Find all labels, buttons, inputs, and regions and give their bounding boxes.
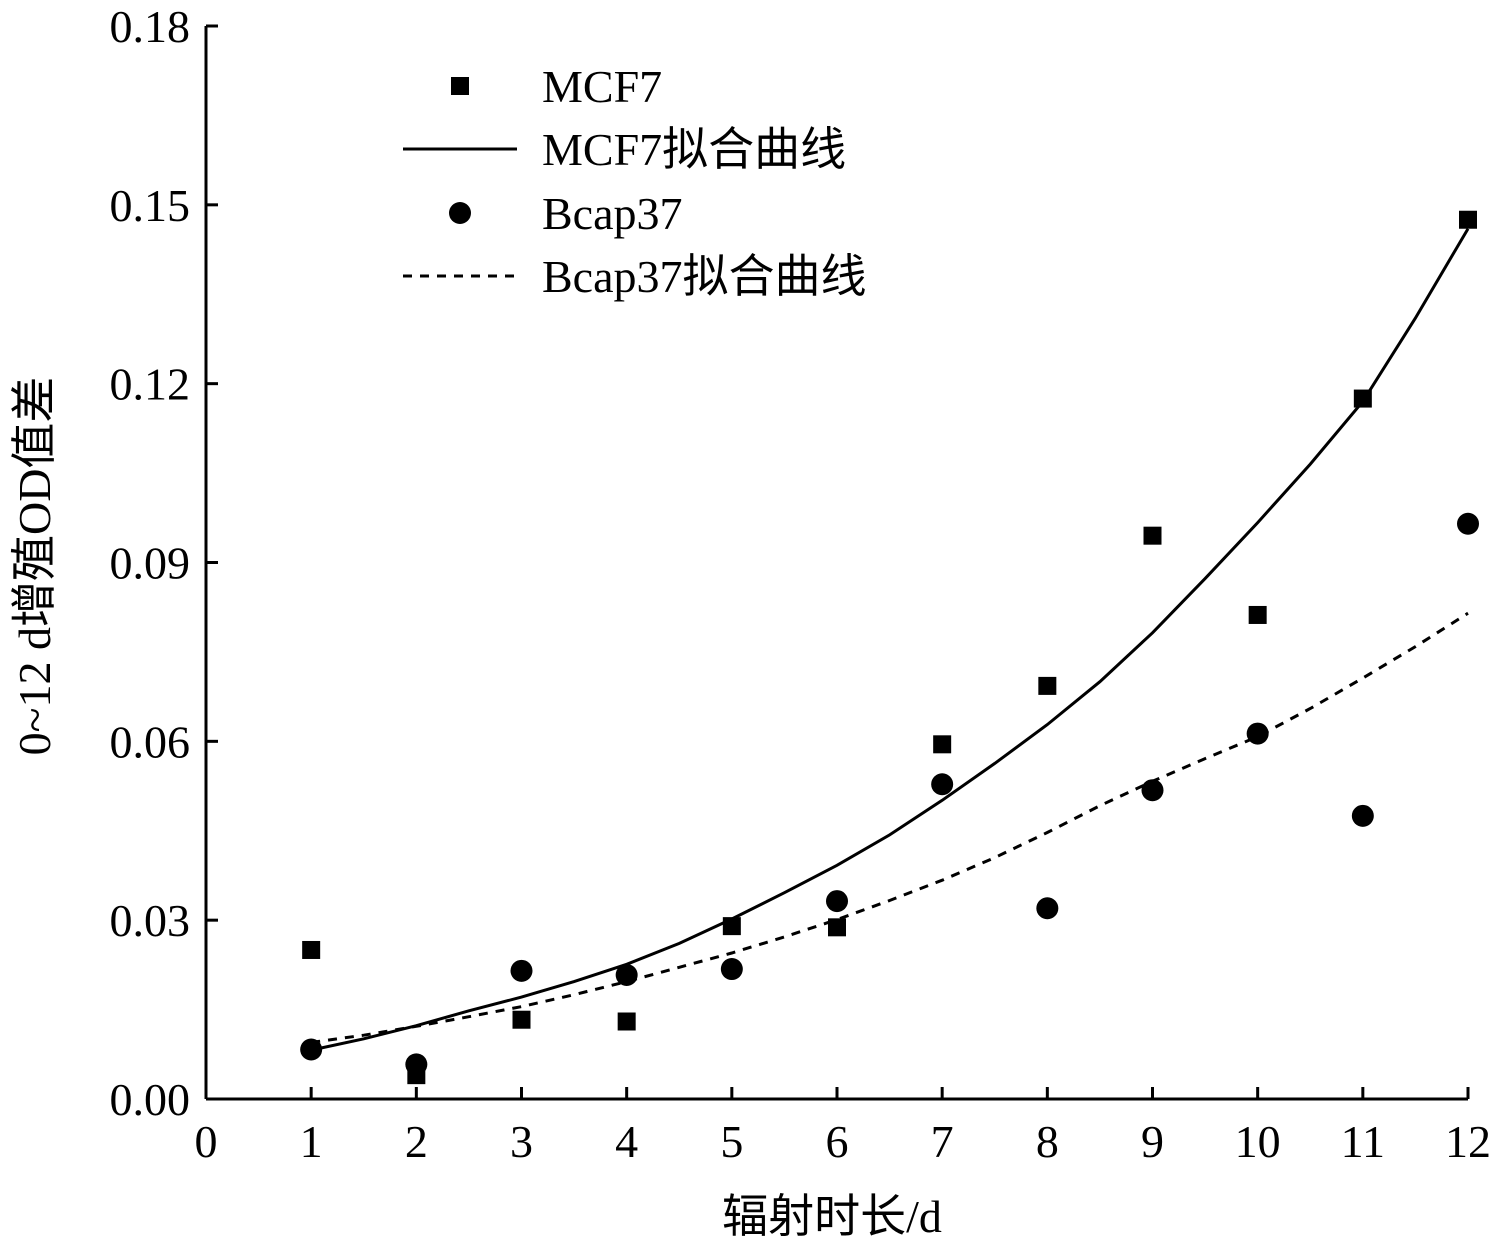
bcap37-point	[826, 890, 848, 913]
mcf7-point	[302, 940, 321, 959]
mcf7-point	[1038, 676, 1057, 695]
legend-circle-icon	[449, 202, 471, 224]
y-tick-label: 0.15	[110, 180, 191, 231]
y-tick-label: 0.03	[110, 895, 191, 946]
y-tick-label: 0.12	[110, 359, 191, 410]
x-axis-title: 辐射时长/d	[722, 1191, 942, 1242]
mcf7-point	[933, 735, 952, 754]
x-tick-label: 12	[1445, 1116, 1491, 1167]
bcap37-fit-curve	[310, 611, 1469, 1044]
x-tick-label: 11	[1341, 1116, 1385, 1167]
bcap37-point	[720, 958, 743, 981]
y-tick-label: 0.00	[110, 1074, 191, 1125]
x-tick-label: 7	[931, 1116, 954, 1167]
bcap37-point	[1351, 804, 1374, 827]
legend-label: Bcap37拟合曲线	[542, 251, 867, 302]
legend-label: Bcap37	[542, 188, 683, 239]
bcap37-point	[1036, 897, 1059, 920]
bcap37-point	[510, 959, 533, 982]
axes	[204, 26, 1468, 1101]
y-tick-label: 0.18	[110, 1, 191, 52]
x-tick-label: 10	[1235, 1116, 1281, 1167]
mcf7-point	[1248, 605, 1267, 624]
x-tick-label: 3	[510, 1116, 533, 1167]
x-tick-label: 8	[1036, 1116, 1059, 1167]
bcap37-point	[1246, 722, 1269, 745]
x-tick-label: 1	[300, 1116, 323, 1167]
x-tick-label: 0	[195, 1116, 218, 1167]
legend-square-icon	[451, 77, 469, 95]
y-axis-title: 0~12 d增殖OD值差	[9, 377, 60, 756]
y-tick-label: 0.06	[110, 716, 191, 767]
mcf7-point	[828, 918, 846, 937]
mcf7-point	[1353, 389, 1372, 408]
x-tick-label: 4	[615, 1116, 638, 1167]
legend-label: MCF7拟合曲线	[542, 124, 846, 175]
mcf7-point	[722, 917, 741, 936]
fit-curves	[310, 227, 1470, 1052]
mcf7-point	[1143, 526, 1162, 545]
mcf7-point	[1459, 210, 1477, 229]
x-tick-label: 9	[1141, 1116, 1164, 1167]
bcap37-point	[1457, 512, 1479, 535]
y-tick-label: 0.09	[110, 538, 191, 589]
x-tick-label: 2	[405, 1116, 428, 1167]
bcap37-point	[405, 1053, 428, 1076]
mcf7-point	[512, 1010, 531, 1029]
legend-label: MCF7	[542, 61, 662, 112]
mcf7-fit-curve	[310, 227, 1470, 1052]
x-tick-label: 6	[826, 1116, 849, 1167]
bcap37-point	[615, 964, 638, 987]
bcap37-point	[1141, 779, 1164, 802]
legend: MCF7 MCF7拟合曲线 Bcap37 Bcap37拟合曲线	[403, 61, 867, 302]
bcap37-point	[300, 1038, 323, 1061]
bcap37-point	[931, 773, 954, 796]
ticks: 0 1 2 3 4 5 6 7 8 9 10 11 120.000.030.060.090.120.15…	[110, 1, 1492, 1167]
x-tick-label: 5	[720, 1116, 743, 1167]
data-points	[300, 210, 1479, 1085]
mcf7-point	[617, 1012, 636, 1031]
